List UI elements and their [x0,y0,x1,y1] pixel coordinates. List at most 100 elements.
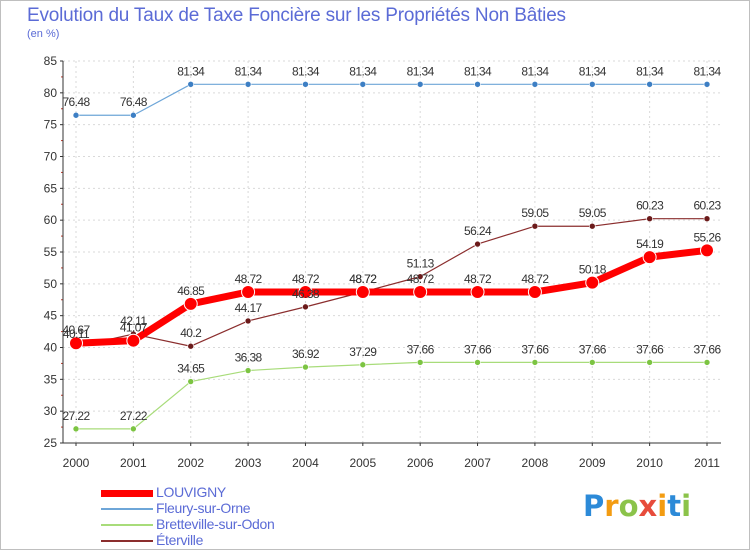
data-label: 42.11 [120,314,147,328]
data-point [302,303,309,311]
data-point [585,275,600,290]
data-point [416,273,424,280]
data-point [355,284,370,299]
data-point [187,378,195,385]
data-label: 48.72 [235,272,263,286]
data-point [527,284,542,299]
data-point [359,361,367,369]
data-point [646,81,653,88]
data-point [130,111,137,119]
data-label: 81.34 [693,64,721,78]
data-point [244,81,252,88]
data-point [646,215,653,223]
data-label: 40.67 [62,323,90,337]
series-line [76,83,707,116]
data-point [588,81,596,88]
data-point [413,284,428,299]
proxiti-logo: Proxiti [583,489,691,523]
data-label: 46.85 [177,284,205,298]
x-tick-label: 2007 [464,456,491,470]
data-label: 81.34 [521,64,549,78]
y-tick-label: 70 [44,150,58,164]
x-tick-label: 2011 [694,456,720,470]
data-label: 46.38 [292,287,320,301]
data-label: 81.34 [579,64,607,78]
x-tick-label: 2010 [636,456,663,470]
y-tick-label: 65 [44,181,58,195]
legend-label-eterville: Éterville [156,532,204,548]
series-line [75,218,707,348]
data-label: 81.34 [464,64,492,78]
data-point [187,342,195,350]
x-tick-label: 2005 [349,456,376,470]
data-point [72,425,80,433]
data-point [470,284,485,299]
y-tick-label: 85 [44,54,58,68]
data-label: 37.66 [521,342,549,356]
data-point [130,425,137,433]
data-point [72,111,80,119]
y-tick-label: 45 [44,309,58,323]
data-point [183,296,198,311]
x-tick-label: 2000 [63,456,90,470]
data-label: 36.92 [292,347,320,361]
data-label: 40.2 [180,326,202,340]
data-label: 48.72 [407,272,435,286]
legend-swatch-fleury [101,508,153,510]
x-tick-label: 2008 [522,456,549,470]
legend-swatch-eterville [101,540,153,542]
data-label: 48.72 [349,272,377,286]
chart-subtitle: (en %) [27,28,60,40]
x-tick-label: 2003 [235,456,262,470]
data-point [302,363,309,371]
legend-item-eterville: Éterville [101,532,361,549]
legend-item-bretteville: Bretteville-sur-Odon [101,516,361,533]
legend-swatch-bretteville [101,524,153,526]
x-tick-label: 2004 [292,456,319,470]
data-point [416,359,424,366]
legend-label-bretteville: Bretteville-sur-Odon [156,516,275,532]
data-label: 55.26 [693,230,721,244]
logo-letter: i [681,489,692,523]
data-point [474,240,481,248]
data-point [531,81,539,88]
data-point [244,317,252,325]
logo-letter: t [667,489,682,523]
data-label: 48.72 [521,272,549,286]
data-point [588,222,596,230]
logo-letter: o [618,489,639,523]
data-point [531,222,539,230]
data-label: 60.23 [636,199,664,213]
data-point [474,359,481,366]
data-label: 41.07 [120,321,148,335]
data-point [531,359,539,366]
legend-item-louvigny: LOUVIGNY [101,484,361,501]
data-label: 81.34 [349,64,377,78]
data-point [588,359,596,366]
data-point [642,250,657,265]
logo-letter: x [638,489,658,523]
data-point [298,284,313,299]
series-line [76,361,707,430]
data-label: 81.34 [235,64,263,78]
logo-letter: P [583,489,605,523]
data-point [703,359,711,366]
data-point [703,215,711,223]
data-label: 76.48 [120,95,148,109]
y-tick-label: 30 [44,404,58,418]
chart-title: Evolution du Taux de Taxe Foncière sur l… [27,5,566,26]
data-label: 37.66 [636,342,664,356]
series-line [75,246,708,347]
data-label: 36.38 [235,351,263,365]
legend-swatch-louvigny [101,489,153,497]
data-label: 37.66 [693,342,721,356]
y-tick-label: 35 [44,372,58,386]
data-point [700,243,714,258]
data-label: 37.66 [407,342,435,356]
data-point [126,333,141,348]
y-tick-label: 40 [44,341,58,355]
data-point [416,81,424,88]
data-label: 54.19 [636,237,664,251]
x-tick-label: 2006 [407,456,434,470]
